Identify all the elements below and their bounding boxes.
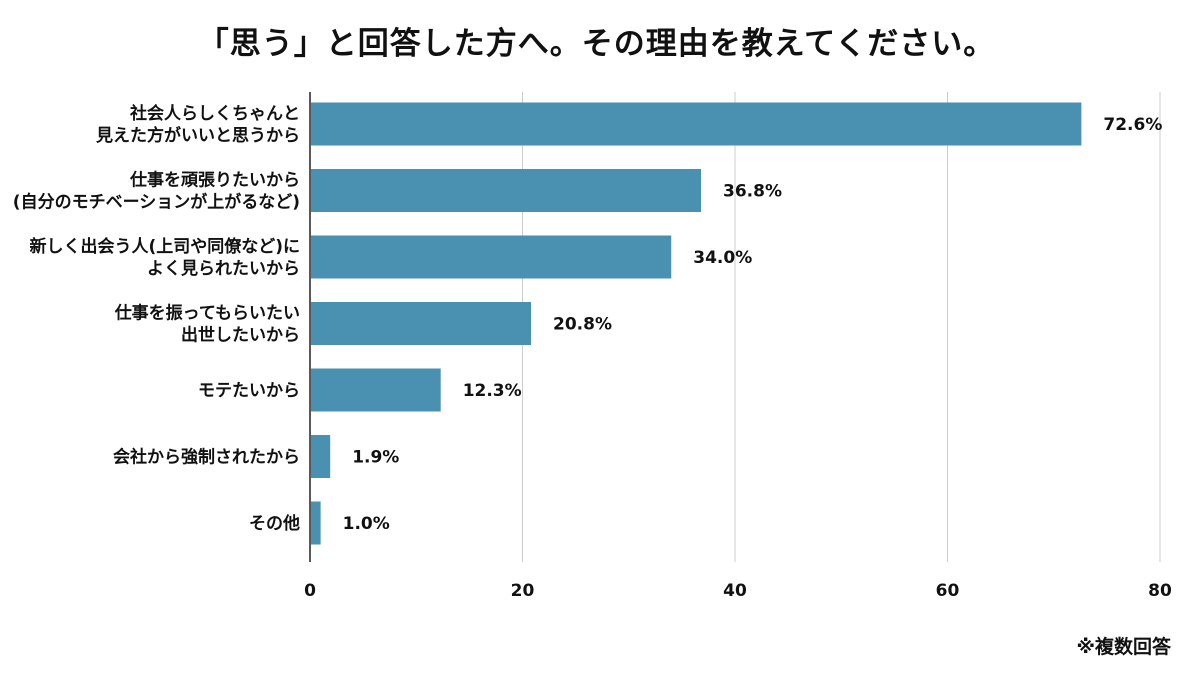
footnote: ※複数回答 bbox=[1076, 636, 1171, 658]
bars bbox=[311, 102, 1082, 545]
category-label-1-1: (自分のモチベーションが上がるなど) bbox=[13, 192, 300, 213]
x-tick-label-20: 20 bbox=[511, 581, 535, 601]
x-tick-label-40: 40 bbox=[723, 581, 747, 601]
category-label-6-0: その他 bbox=[249, 513, 300, 534]
category-label-2-0: 新しく出会う人(上司や同僚など)に bbox=[29, 236, 300, 257]
category-label-0-0: 社会人らしくちゃんと bbox=[129, 103, 300, 124]
category-label-5-0: 会社から強制されたから bbox=[113, 447, 300, 468]
chart-title: 「思う」と回答した方へ。その理由を教えてください。 bbox=[197, 26, 996, 62]
value-label-0: 72.6% bbox=[1103, 115, 1162, 135]
x-tick-label-80: 80 bbox=[1148, 581, 1172, 601]
x-axis-ticks: 0 20 40 60 80 bbox=[304, 581, 1172, 601]
bar-2 bbox=[311, 235, 672, 279]
bar-4 bbox=[311, 368, 441, 412]
x-tick-label-0: 0 bbox=[304, 581, 316, 601]
value-label-1: 36.8% bbox=[723, 182, 782, 202]
x-tick-label-60: 60 bbox=[936, 581, 960, 601]
value-label-4: 12.3% bbox=[463, 381, 522, 401]
value-label-2: 34.0% bbox=[693, 248, 752, 268]
bar-0 bbox=[311, 102, 1082, 146]
bar-5 bbox=[311, 435, 331, 478]
value-label-6: 1.0% bbox=[343, 514, 390, 534]
category-label-3-1: 出世したいから bbox=[181, 325, 300, 346]
category-label-1-0: 仕事を頑張りたいから bbox=[129, 170, 300, 191]
value-label-3: 20.8% bbox=[553, 315, 612, 335]
category-label-0-1: 見えた方がいいと思うから bbox=[95, 125, 300, 146]
bar-1 bbox=[311, 169, 701, 212]
category-labels: 社会人らしくちゃんと見えた方がいいと思うから仕事を頑張りたいから(自分のモチベー… bbox=[13, 103, 300, 534]
value-labels: 72.6% 36.8% 34.0% 20.8% 12.3% 1.9% 1.0% bbox=[343, 115, 1163, 534]
bar-6 bbox=[311, 501, 321, 545]
bar-3 bbox=[311, 302, 531, 345]
category-label-2-1: よく見られたいから bbox=[147, 259, 300, 279]
value-label-5: 1.9% bbox=[352, 448, 399, 468]
category-label-3-0: 仕事を振ってもらいたい bbox=[114, 303, 300, 324]
category-label-4-0: モテたいから bbox=[198, 381, 300, 401]
